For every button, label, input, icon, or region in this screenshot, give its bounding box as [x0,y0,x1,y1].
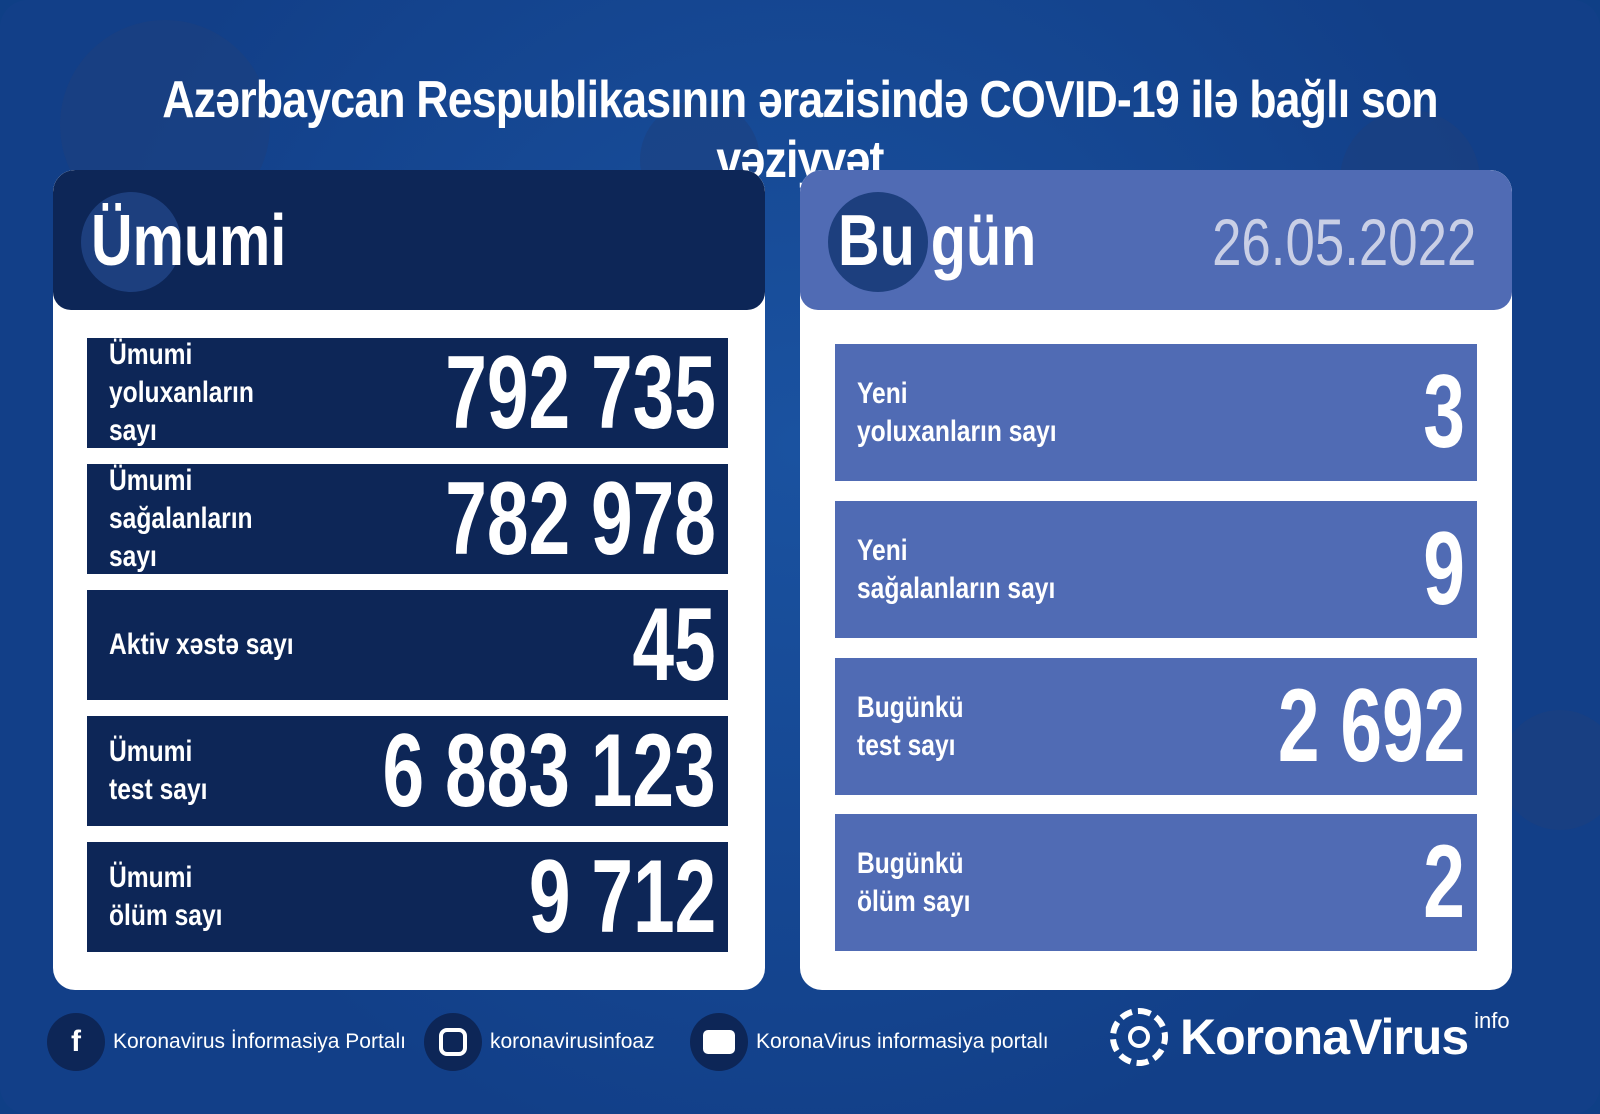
youtube-link[interactable]: KoronaVirus informasiya portalı [690,1012,1049,1072]
virus-icon [828,192,928,292]
virus-decoration [1500,710,1600,830]
stat-label: Aktiv xəstə sayı [109,628,294,661]
stat-row: Bugünkü test sayı 2 692 [835,658,1477,795]
facebook-label: Koronavirus İnformasiya Portalı [113,1030,406,1053]
instagram-label: koronavirusinfoaz [490,1030,655,1053]
stat-row: Aktiv xəstə sayı 45 [87,587,728,703]
stat-row: Ümumi yoluxanların sayı 792 735 [87,335,728,451]
logo-sup: info [1474,1008,1510,1033]
stat-label: Ümumi test sayı [109,735,208,806]
stat-row: Yeni yoluxanların sayı 3 [835,344,1477,481]
stat-value: 3 [1423,354,1465,470]
today-heading: Bu gün [838,201,1037,281]
total-header: Ümumi [53,170,765,310]
stat-label: Ümumi ölüm sayı [109,861,223,932]
stat-label: Yeni yoluxanların sayı [857,376,1057,448]
stat-label: Ümumi yoluxanların sayı [109,338,254,447]
page-title: Azərbaycan Respublikasının ərazisində CO… [162,71,1438,189]
koronavirus-logo: KoronaVirus info [1110,1008,1510,1066]
instagram-icon [424,1013,482,1071]
stat-value: 2 692 [1277,668,1465,784]
stat-value: 782 978 [445,460,716,577]
stat-label: Yeni sağalanların sayı [857,533,1056,605]
instagram-link[interactable]: koronavirusinfoaz [424,1012,655,1072]
stat-label: Bugünkü test sayı [857,690,964,762]
stat-row: Ümumi sağalanların sayı 782 978 [87,461,728,577]
date: 26.05.2022 [1211,205,1476,279]
stat-value: 9 [1423,511,1465,627]
stat-row: Ümumi test sayı 6 883 123 [87,713,728,829]
stat-value: 45 [632,586,716,703]
youtube-icon [690,1013,748,1071]
total-heading: Ümumi [91,201,287,281]
stat-value: 2 [1423,824,1465,940]
stat-value: 9 712 [528,838,716,955]
facebook-icon: f [47,1013,105,1071]
stat-row: Ümumi ölüm sayı 9 712 [87,839,728,955]
stat-label: Ümumi sağalanların sayı [109,464,253,573]
stat-label: Bugünkü ölüm sayı [857,846,971,918]
sun-icon [1110,1008,1168,1066]
stat-value: 6 883 123 [382,712,716,829]
stat-row: Bugünkü ölüm sayı 2 [835,814,1477,951]
stat-row: Yeni sağalanların sayı 9 [835,501,1477,638]
today-panel: Bu gün 26.05.2022 Yeni yoluxanların sayı 3… [800,170,1512,990]
youtube-label: KoronaVirus informasiya portalı [756,1030,1049,1053]
facebook-link[interactable]: f Koronavirus İnformasiya Portalı [47,1012,406,1072]
logo-text: KoronaVirus [1180,1009,1469,1065]
virus-icon [81,192,181,292]
total-panel: Ümumi Ümumi yoluxanların sayı 792 735 Ümu… [53,170,765,990]
today-header: Bu gün 26.05.2022 [800,170,1512,310]
stat-value: 792 735 [445,334,716,451]
